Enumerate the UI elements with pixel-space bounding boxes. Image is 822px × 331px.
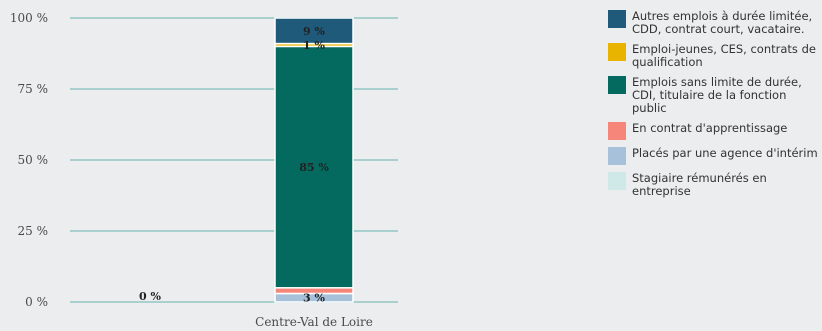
y-tick-label: 75 % bbox=[18, 82, 49, 96]
bar-segment bbox=[274, 45, 354, 289]
legend-item[interactable]: Emploi-jeunes, CES, contrats de qualific… bbox=[608, 43, 818, 69]
legend-label: Stagiaire rémunérés en entreprise bbox=[632, 171, 767, 198]
y-tick-label: 100 % bbox=[10, 11, 48, 25]
legend-swatch bbox=[608, 76, 626, 94]
data-label: 0 % bbox=[139, 290, 161, 303]
legend-swatch bbox=[608, 147, 626, 165]
stacked-bar-chart: 0 % 25 % 50 % 75 % 100 % 0 % Centre-Val de Loi… bbox=[10, 11, 398, 329]
legend-swatch bbox=[608, 43, 626, 61]
legend-swatch bbox=[608, 172, 626, 190]
data-label: 9 % bbox=[303, 25, 325, 38]
y-tick-label: 50 % bbox=[18, 153, 49, 167]
legend-label: Emplois sans limite de durée, CDI, titul… bbox=[632, 75, 802, 115]
legend-item[interactable]: En contrat d'apprentissage bbox=[608, 122, 818, 140]
data-label: 85 % bbox=[299, 161, 329, 174]
bar-segment bbox=[274, 17, 354, 45]
legend-item[interactable]: Autres emplois à durée limitée, CDD, con… bbox=[608, 10, 818, 36]
y-tick-label: 0 % bbox=[25, 295, 48, 309]
legend: Autres emplois à durée limitée, CDD, con… bbox=[608, 10, 818, 205]
labels-layer: 0 % 25 % 50 % 75 % 100 % 0 % Centre-Val de Loi… bbox=[10, 11, 373, 329]
x-category-label: Centre-Val de Loire bbox=[255, 315, 373, 329]
legend-swatch bbox=[608, 10, 626, 28]
legend-label: En contrat d'apprentissage bbox=[632, 121, 788, 135]
legend-swatch bbox=[608, 122, 626, 140]
data-label: 3 % bbox=[303, 292, 325, 305]
legend-item[interactable]: Stagiaire rémunérés en entreprise bbox=[608, 172, 818, 198]
legend-item[interactable]: Emplois sans limite de durée, CDI, titul… bbox=[608, 76, 818, 115]
bars-layer bbox=[274, 17, 354, 303]
legend-item[interactable]: Placés par une agence d'intérim bbox=[608, 147, 818, 165]
data-label: 1 % bbox=[303, 39, 325, 52]
legend-label: Placés par une agence d'intérim bbox=[632, 146, 818, 160]
legend-label: Emploi-jeunes, CES, contrats de qualific… bbox=[632, 42, 816, 69]
legend-label: Autres emplois à durée limitée, CDD, con… bbox=[632, 9, 813, 36]
y-tick-label: 25 % bbox=[18, 224, 49, 238]
